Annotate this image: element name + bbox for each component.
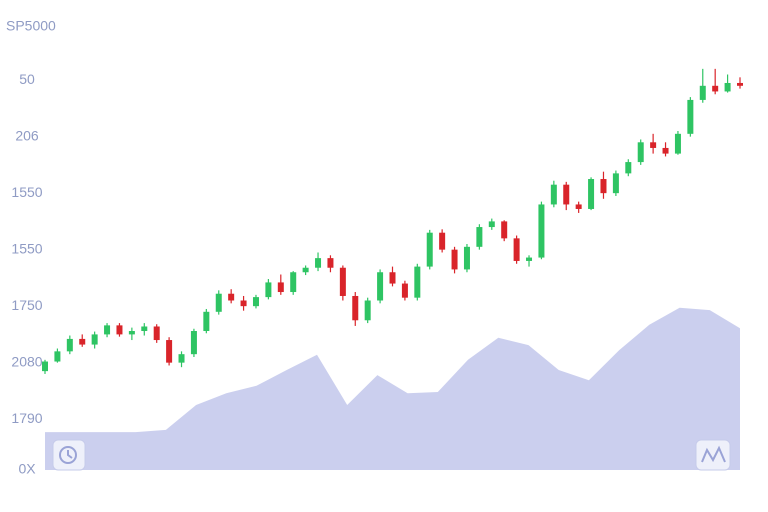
candle-body	[712, 85, 719, 92]
candle-body	[699, 85, 706, 100]
candle-body	[600, 179, 607, 194]
candle-body	[116, 325, 123, 335]
candle-body	[315, 258, 322, 268]
candle-layer	[42, 68, 743, 374]
candle-body	[364, 300, 371, 321]
y-tick-label: 1790	[11, 410, 42, 426]
left-icon	[52, 439, 86, 471]
y-tick-label: 1550	[11, 240, 42, 256]
candle-body	[377, 272, 384, 301]
y-tick-label: 2080	[11, 353, 42, 369]
y-tick-label: 1550	[11, 184, 42, 200]
candle-body	[550, 184, 557, 205]
y-tick-label: 0X	[18, 461, 36, 477]
candle-body	[588, 179, 595, 209]
candle-body	[91, 334, 98, 345]
candle-body	[327, 258, 334, 268]
candle-body	[501, 221, 508, 239]
candle-body	[662, 147, 669, 154]
candle-body	[439, 232, 446, 250]
candle-body	[104, 325, 111, 335]
candle-body	[737, 82, 743, 86]
candle-body	[153, 326, 160, 341]
candle-body	[538, 204, 545, 258]
candle-body	[128, 331, 135, 335]
candle-body	[66, 338, 73, 352]
candle-body	[240, 300, 247, 307]
candle-body	[476, 227, 483, 247]
candle-body	[414, 266, 421, 298]
candle-body	[290, 272, 297, 293]
candle-body	[451, 249, 458, 270]
candle-body	[513, 238, 520, 261]
y-tick-label: 50	[19, 71, 35, 87]
y-tick-label: 206	[15, 127, 39, 143]
right-icon	[695, 439, 731, 471]
candle-body	[54, 351, 61, 362]
candle-body	[277, 282, 284, 293]
candle-body	[724, 82, 731, 92]
chart-title: SP5000	[6, 18, 56, 34]
candle-body	[203, 311, 210, 332]
candle-body	[401, 283, 408, 298]
candle-body	[612, 173, 619, 194]
area	[45, 307, 740, 470]
candle-body	[637, 142, 644, 163]
candle-body	[302, 267, 309, 273]
candle-body	[687, 99, 694, 134]
candle-body	[339, 267, 346, 296]
candle-body	[426, 232, 433, 267]
candle-body	[79, 338, 86, 345]
candle-body	[215, 293, 222, 312]
candle-body	[625, 162, 632, 174]
candle-body	[166, 340, 173, 363]
candle-body	[190, 331, 197, 355]
candle-body	[265, 282, 272, 298]
candle-body	[252, 297, 259, 307]
candle-body	[228, 293, 235, 301]
candle-body	[389, 272, 396, 284]
area-layer	[45, 307, 740, 470]
candle-body	[650, 142, 657, 148]
candle-body	[178, 354, 185, 363]
candle-body	[141, 326, 148, 332]
candle-body	[563, 184, 570, 205]
candle-body	[674, 133, 681, 154]
y-tick-label: 1750	[11, 297, 42, 313]
candle-body	[352, 295, 359, 321]
candle-body	[463, 246, 470, 270]
candle-body	[42, 361, 48, 372]
candle-body	[575, 204, 582, 209]
candle-body	[526, 257, 533, 261]
candle-body	[488, 221, 495, 228]
